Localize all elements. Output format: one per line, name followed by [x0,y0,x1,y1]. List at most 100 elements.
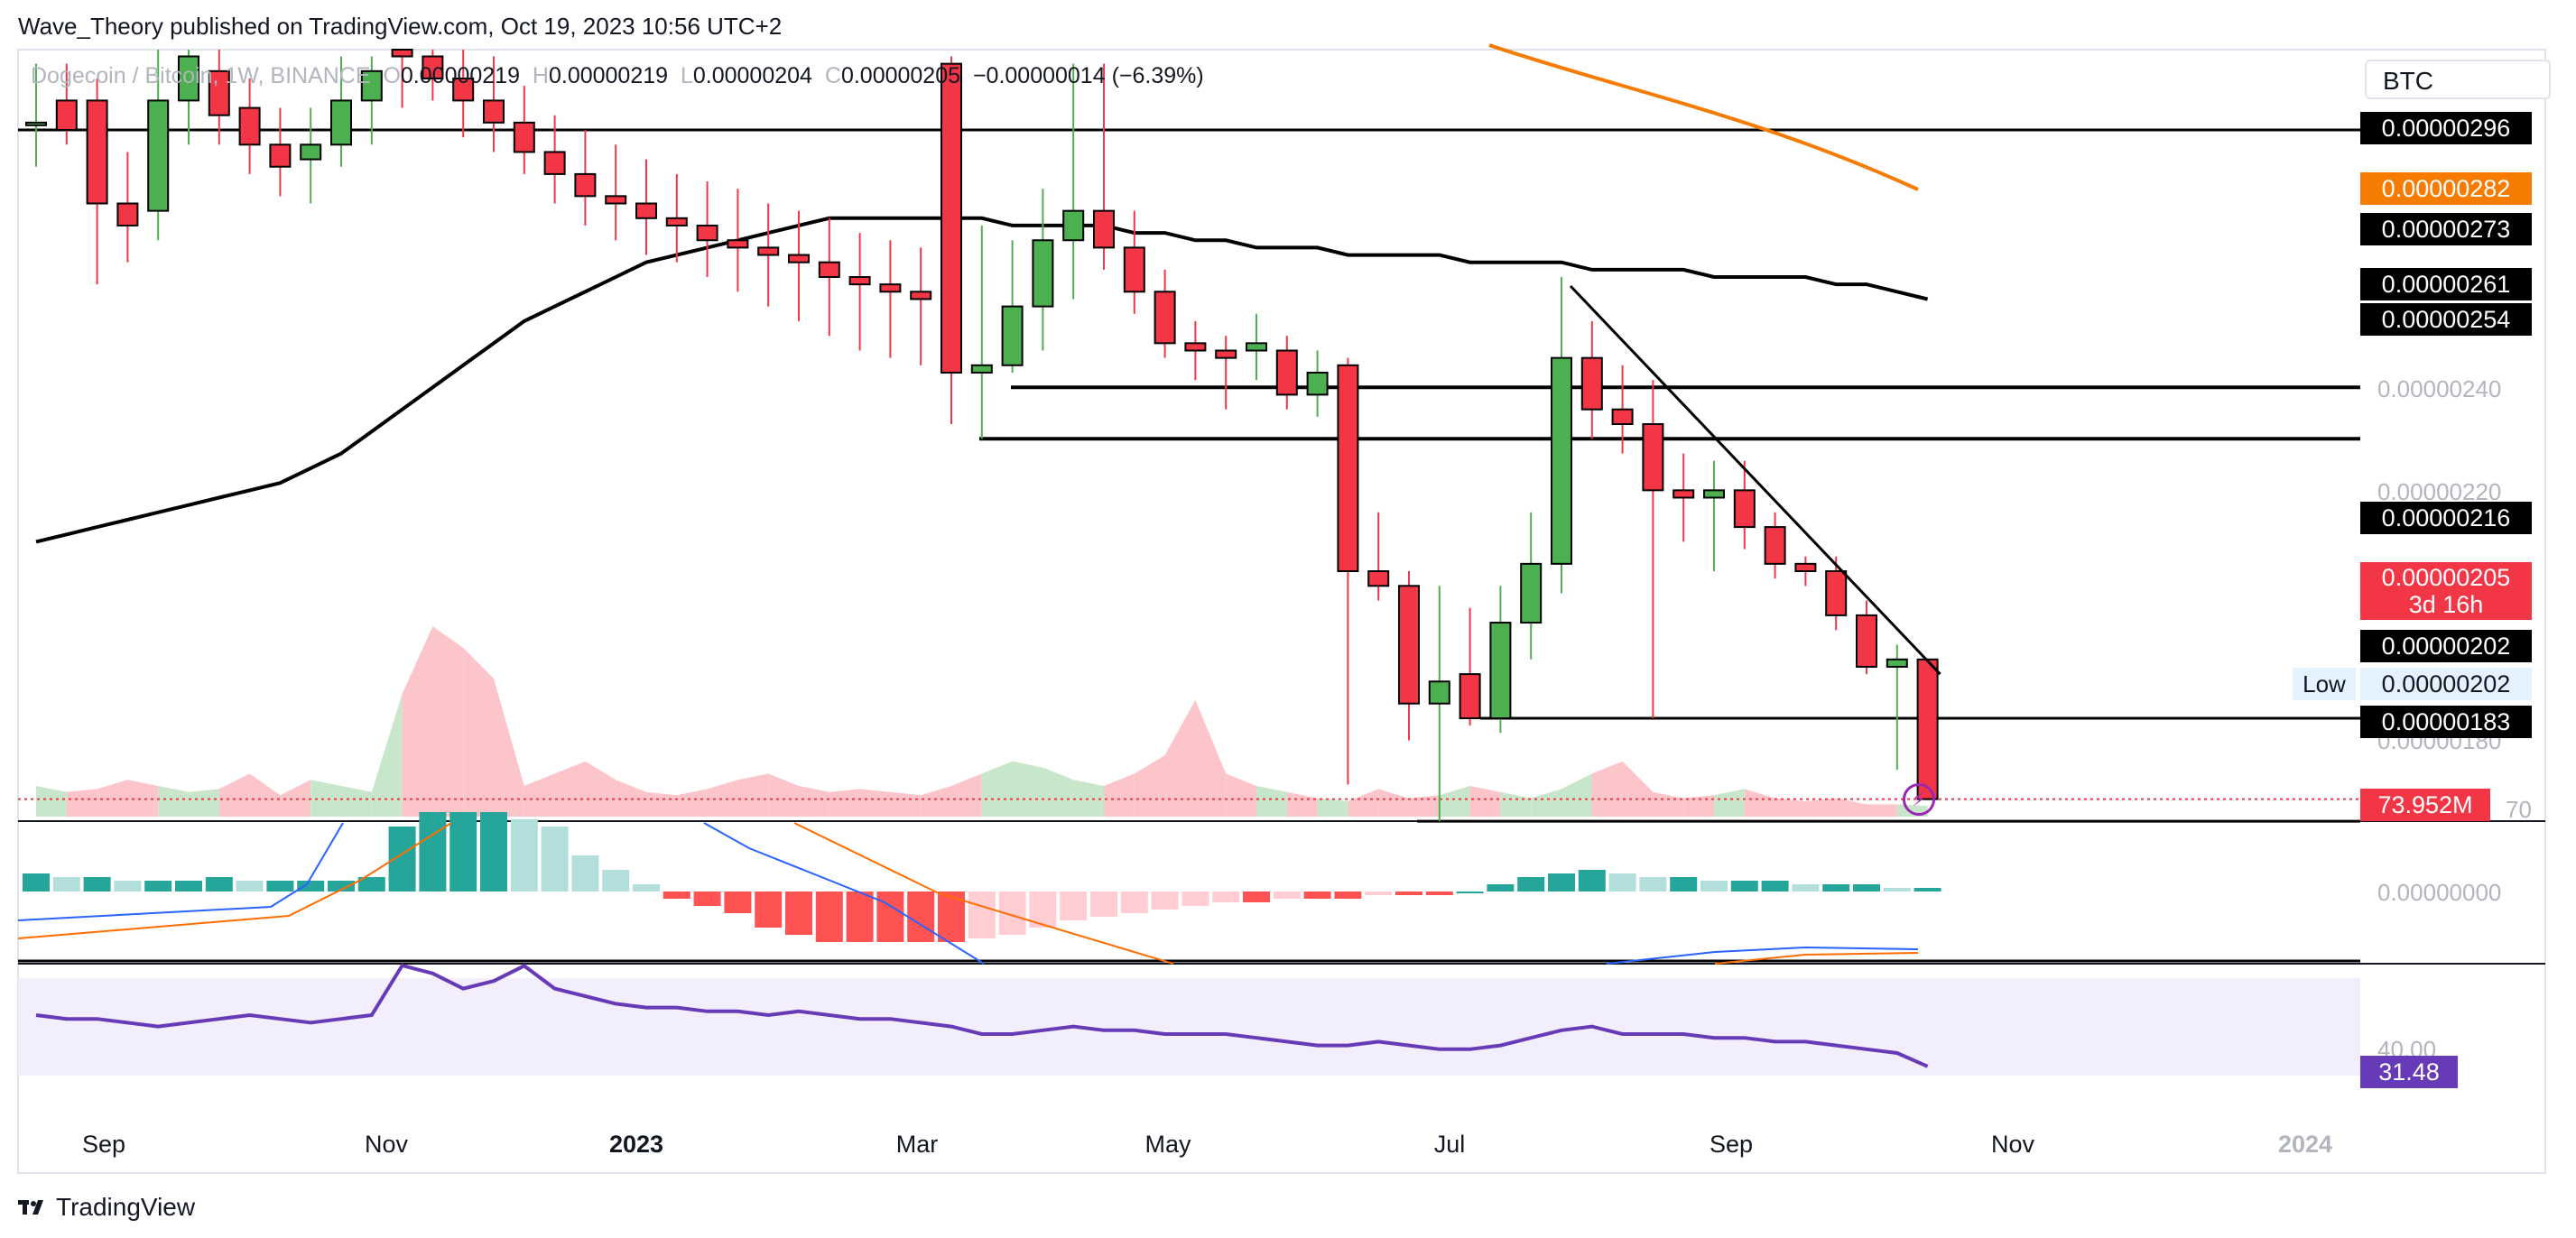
currency-selector[interactable]: BTC [2365,60,2551,99]
candle[interactable] [513,121,535,153]
lightning-icon[interactable]: ⚡ [1903,783,1935,816]
candle[interactable] [1337,364,1359,572]
rsi-line[interactable] [35,963,1929,1068]
candle[interactable] [1825,570,1848,616]
candle[interactable] [543,151,566,175]
close-value: 0.00000205 [840,63,961,88]
candle[interactable] [1398,585,1420,705]
low-value-tag: 0.00000202 [2360,668,2532,700]
candle[interactable] [1367,570,1390,587]
candle[interactable] [1215,349,1237,359]
x-axis-label: Sep [81,1131,126,1158]
candle[interactable] [1886,658,1908,668]
candle[interactable] [727,239,749,249]
candle[interactable] [1611,408,1634,426]
price-tag-ma200: 0.00000273 [2360,213,2532,245]
x-axis-label: Mar [895,1131,939,1158]
volume-segment [494,679,524,817]
publish-info: Wave_Theory published on TradingView.com… [18,13,783,40]
volume-segment [1378,789,1409,817]
candle[interactable] [1275,349,1298,396]
high-label: H [532,63,549,88]
macd-bar [1883,888,1911,892]
candle[interactable] [1764,526,1786,565]
tradingview-logo-icon [18,1200,43,1215]
candle[interactable] [1703,489,1725,499]
candle[interactable] [1459,673,1481,719]
candle[interactable] [1580,356,1603,411]
candle[interactable] [360,69,383,102]
volume-segment [1561,773,1592,817]
candle[interactable] [422,55,444,79]
candle[interactable] [147,99,170,212]
candle[interactable] [1246,342,1267,352]
candle[interactable] [696,224,718,242]
trendline[interactable] [1569,284,1941,676]
candle[interactable] [330,99,352,146]
candle[interactable] [605,195,627,205]
ma200-line[interactable] [35,216,1929,544]
candle[interactable] [300,143,322,161]
candle[interactable] [1032,239,1054,308]
candle[interactable] [269,143,292,168]
macd-bar [785,892,812,935]
macd-bar [1517,877,1545,892]
low-value: 0.00000204 [692,63,812,88]
candle[interactable] [788,254,810,263]
candle[interactable] [1733,489,1756,529]
macd-bar [175,881,202,892]
candle[interactable] [452,77,475,102]
macd-bar [1212,892,1240,902]
candle[interactable] [1123,246,1145,293]
candle[interactable] [1184,342,1207,352]
candle[interactable] [574,172,597,198]
candle[interactable] [178,55,199,102]
macd-bar [205,877,233,892]
candle[interactable] [391,49,413,58]
rsi-band [18,978,2360,1076]
candle[interactable] [1642,423,1664,492]
ma-orange-line[interactable] [1488,43,1919,191]
candle[interactable] [238,106,261,146]
candle[interactable] [1306,371,1329,396]
candle[interactable] [635,202,657,219]
volume-segment [1653,791,1684,817]
candle[interactable] [25,121,47,126]
macd-bar [907,892,935,942]
symbol-name[interactable]: Dogecoin / Bitcoin, 1W, BINANCE [31,63,371,88]
candle[interactable] [1062,209,1085,242]
volume-segment [1469,786,1501,817]
candle[interactable] [818,261,840,279]
candle[interactable] [757,246,780,256]
candle[interactable] [848,276,871,286]
candle[interactable] [483,99,505,124]
candle[interactable] [55,99,78,131]
candle[interactable] [941,62,962,374]
candle[interactable] [1489,622,1512,719]
volume-segment [890,791,922,817]
candle[interactable] [970,364,993,374]
macd-bar [1273,892,1301,899]
candle[interactable] [1856,614,1877,668]
candle[interactable] [1093,209,1115,249]
candle[interactable] [665,217,688,226]
candle[interactable] [1551,356,1572,565]
candle[interactable] [1794,562,1817,572]
candle[interactable] [208,69,230,116]
candle[interactable] [910,291,932,300]
candle[interactable] [1520,562,1543,624]
volume-segment [1409,795,1440,817]
candle[interactable] [879,283,902,293]
candle[interactable] [1916,658,1939,800]
x-axis-label: Jul [1433,1131,1466,1158]
candle[interactable] [1001,305,1024,366]
signal-line [17,822,1174,965]
volume-segment [981,761,1013,817]
candle[interactable] [1428,680,1450,705]
volume-segment [1531,789,1561,817]
candle[interactable] [1154,291,1176,345]
candle[interactable] [116,202,139,226]
candle[interactable] [1673,489,1695,499]
candle[interactable] [86,99,108,205]
